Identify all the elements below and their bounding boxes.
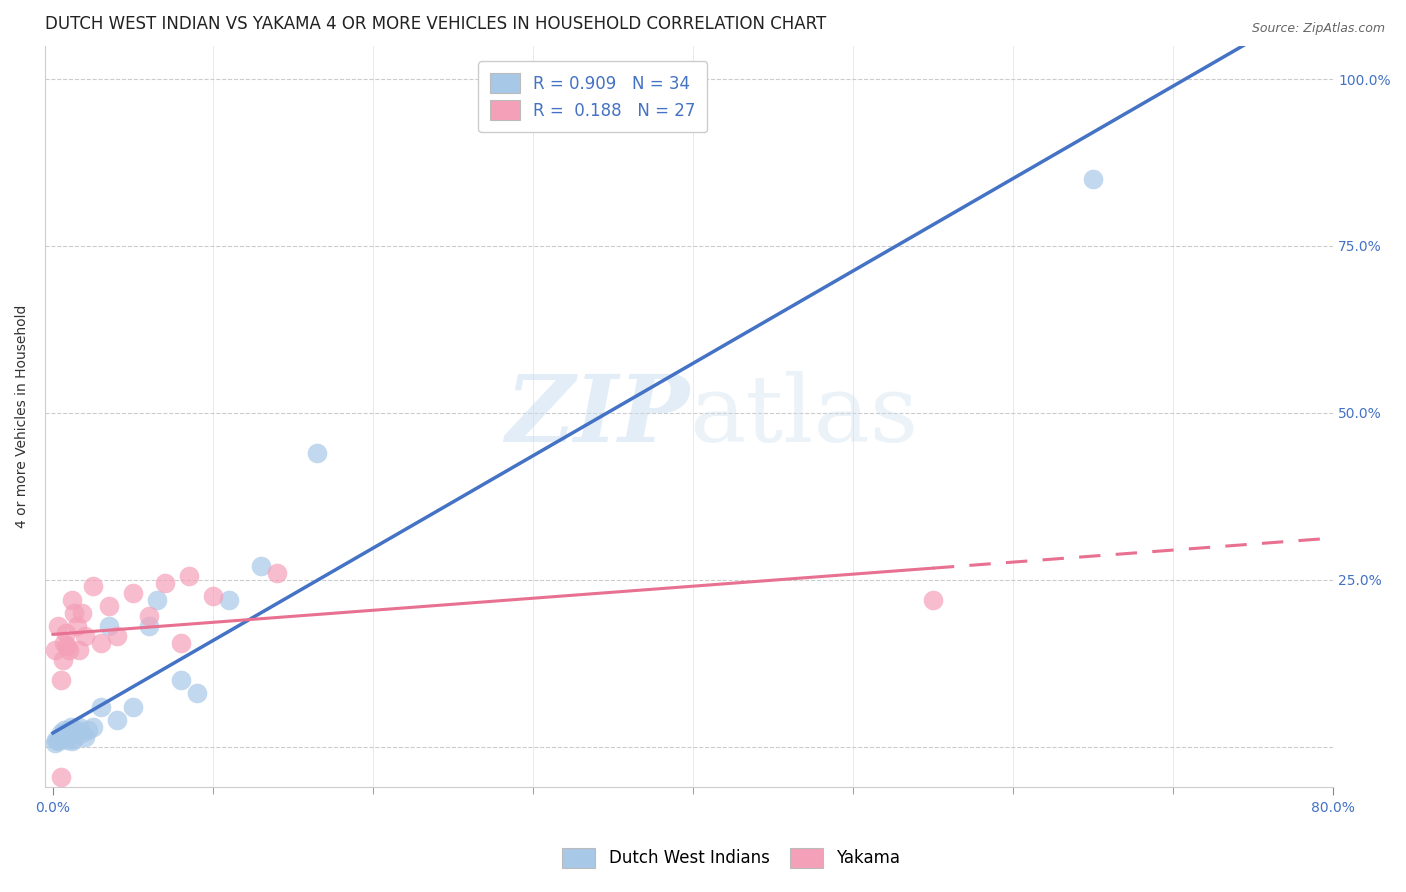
Point: [44, 736, 66, 750]
Point: [201, 590, 224, 604]
Point: [1081, 172, 1104, 186]
Point: [73, 630, 96, 644]
Point: [170, 636, 193, 650]
Point: [44, 642, 66, 657]
Point: [58, 642, 80, 657]
Point: [55, 725, 77, 739]
Point: [49, 726, 72, 740]
Point: [52, 728, 75, 742]
Legend: R = 0.909   N = 34, R =  0.188   N = 27: R = 0.909 N = 34, R = 0.188 N = 27: [478, 62, 707, 132]
Point: [138, 619, 160, 633]
Point: [55, 626, 77, 640]
Point: [146, 592, 169, 607]
Text: atlas: atlas: [689, 371, 918, 461]
Point: [66, 723, 89, 737]
Point: [45, 733, 67, 747]
Y-axis label: 4 or more Vehicles in Household: 4 or more Vehicles in Household: [15, 304, 30, 528]
Text: DUTCH WEST INDIAN VS YAKAMA 4 OR MORE VEHICLES IN HOUSEHOLD CORRELATION CHART: DUTCH WEST INDIAN VS YAKAMA 4 OR MORE VE…: [45, 15, 827, 33]
Point: [58, 728, 80, 742]
Point: [266, 566, 288, 580]
Point: [97, 619, 120, 633]
Point: [49, 730, 72, 744]
Point: [46, 734, 69, 748]
Point: [153, 576, 176, 591]
Point: [60, 592, 83, 607]
Point: [52, 653, 75, 667]
Point: [49, 770, 72, 784]
Point: [186, 686, 208, 700]
Point: [105, 713, 128, 727]
Point: [56, 733, 79, 747]
Point: [49, 673, 72, 687]
Point: [250, 559, 273, 574]
Text: ZIP: ZIP: [505, 371, 689, 461]
Point: [77, 723, 100, 737]
Text: Source: ZipAtlas.com: Source: ZipAtlas.com: [1251, 22, 1385, 36]
Point: [60, 734, 83, 748]
Point: [82, 720, 104, 734]
Point: [90, 636, 112, 650]
Point: [66, 619, 89, 633]
Point: [53, 636, 76, 650]
Point: [70, 726, 93, 740]
Point: [82, 579, 104, 593]
Point: [97, 599, 120, 614]
Legend: Dutch West Indians, Yakama: Dutch West Indians, Yakama: [555, 841, 907, 875]
Point: [138, 609, 160, 624]
Point: [48, 731, 70, 746]
Point: [53, 723, 76, 737]
Point: [62, 606, 84, 620]
Point: [177, 569, 200, 583]
Point: [122, 586, 145, 600]
Point: [56, 640, 79, 654]
Point: [46, 619, 69, 633]
Point: [218, 592, 240, 607]
Point: [305, 446, 328, 460]
Point: [59, 720, 82, 734]
Point: [55, 730, 77, 744]
Point: [90, 699, 112, 714]
Point: [58, 723, 80, 737]
Point: [921, 592, 943, 607]
Point: [73, 730, 96, 744]
Point: [105, 630, 128, 644]
Point: [70, 606, 93, 620]
Point: [122, 699, 145, 714]
Point: [62, 731, 84, 746]
Point: [67, 720, 90, 734]
Point: [170, 673, 193, 687]
Point: [67, 642, 90, 657]
